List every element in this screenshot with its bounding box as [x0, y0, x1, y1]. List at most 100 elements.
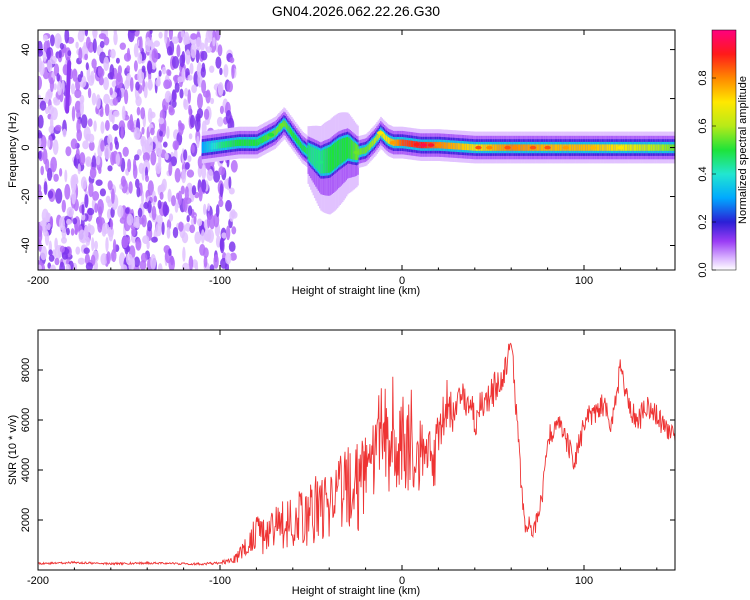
noise-speckle	[161, 221, 165, 235]
noise-speckle	[70, 138, 78, 150]
ridge-peak	[486, 145, 493, 150]
ridge-band	[308, 145, 311, 161]
ridge-band	[659, 144, 661, 151]
ridge-band	[256, 139, 259, 146]
ridge-band	[655, 144, 657, 151]
noise-speckle	[147, 107, 153, 124]
ridge-band	[449, 142, 451, 149]
noise-speckle	[89, 166, 97, 179]
ridge-band	[223, 141, 226, 148]
noise-speckle	[178, 221, 184, 232]
noise-speckle	[187, 74, 193, 81]
noise-speckle	[85, 262, 93, 270]
ridge-band	[596, 144, 599, 151]
ridge-band	[263, 135, 265, 143]
noise-speckle	[45, 106, 49, 115]
ridge-band	[499, 144, 502, 151]
ridge-band	[327, 147, 330, 173]
noise-speckle	[150, 150, 157, 166]
ridge-band	[364, 147, 367, 154]
noise-speckle	[61, 225, 67, 240]
noise-speckle	[155, 162, 162, 175]
ridge-band	[372, 139, 375, 146]
noise-speckle	[42, 34, 48, 42]
noise-speckle	[171, 195, 176, 207]
noise-speckle	[197, 218, 203, 227]
noise-speckle	[168, 256, 175, 270]
ridge-band	[285, 122, 288, 130]
noise-speckle	[180, 185, 185, 195]
noise-speckle	[84, 53, 88, 61]
noise-speckle	[186, 169, 195, 178]
ridge-band	[524, 144, 526, 151]
noise-speckle	[200, 66, 206, 78]
ridge-band	[654, 144, 656, 151]
noise-speckle	[71, 106, 76, 122]
noise-speckle	[145, 174, 149, 183]
noise-speckle	[50, 264, 56, 270]
noise-speckle	[120, 264, 128, 270]
noise-speckle	[147, 78, 153, 91]
ridge-band	[517, 144, 520, 151]
noise-speckle	[86, 159, 90, 166]
ridge-band	[642, 144, 645, 151]
ridge-band	[205, 143, 208, 151]
noise-speckle	[115, 73, 123, 90]
noise-speckle	[180, 30, 185, 38]
ridge-band	[288, 126, 290, 133]
ridge-band	[352, 140, 354, 160]
noise-speckle	[53, 173, 59, 182]
noise-speckle	[47, 139, 51, 149]
ridge-band	[527, 144, 530, 151]
ridge-band	[601, 144, 604, 151]
ridge-band	[283, 120, 285, 127]
noise-speckle	[182, 246, 186, 262]
ridge-band	[359, 148, 362, 155]
ridge-band	[385, 134, 387, 142]
noise-speckle	[153, 40, 160, 47]
ridge-band	[398, 139, 400, 146]
noise-speckle	[46, 222, 51, 231]
noise-speckle	[179, 88, 184, 99]
noise-speckle	[73, 158, 77, 167]
ridge-band	[554, 144, 557, 151]
noise-speckle	[90, 70, 95, 84]
noise-speckle	[185, 49, 191, 65]
ridge-band	[603, 144, 605, 151]
ridge-band	[657, 144, 660, 151]
ridge-band	[214, 142, 217, 150]
noise-speckle	[130, 77, 134, 92]
noise-speckle	[55, 188, 63, 204]
ridge-band	[575, 144, 577, 151]
ridge-band	[463, 143, 465, 150]
ridge-band	[248, 139, 251, 146]
noise-speckle	[40, 245, 48, 261]
x-tick-label: 0	[399, 275, 405, 287]
noise-speckle	[103, 56, 110, 71]
ridge-band	[581, 144, 584, 151]
noise-speckle	[196, 62, 203, 78]
noise-speckle	[92, 38, 97, 54]
noise-speckle	[171, 89, 177, 103]
ridge-band	[238, 139, 241, 146]
noise-speckle	[141, 65, 146, 73]
noise-speckle	[217, 44, 223, 57]
ridge-band	[484, 144, 487, 151]
ridge-band	[228, 140, 231, 148]
ridge-band	[307, 144, 310, 160]
ridge-band	[610, 144, 613, 151]
ridge-band	[339, 139, 341, 165]
ridge-band	[330, 145, 333, 172]
ridge-band	[409, 140, 412, 147]
noise-speckle	[150, 254, 157, 270]
noise-speckle	[213, 170, 221, 183]
noise-speckle	[215, 56, 222, 69]
noise-speckle	[140, 107, 146, 120]
ridge-band	[343, 138, 345, 162]
ridge-band	[396, 139, 399, 146]
noise-speckle	[184, 87, 189, 97]
noise-speckle	[195, 48, 200, 64]
noise-speckle	[99, 188, 106, 197]
ridge-band	[450, 142, 452, 150]
noise-speckle	[166, 125, 170, 139]
